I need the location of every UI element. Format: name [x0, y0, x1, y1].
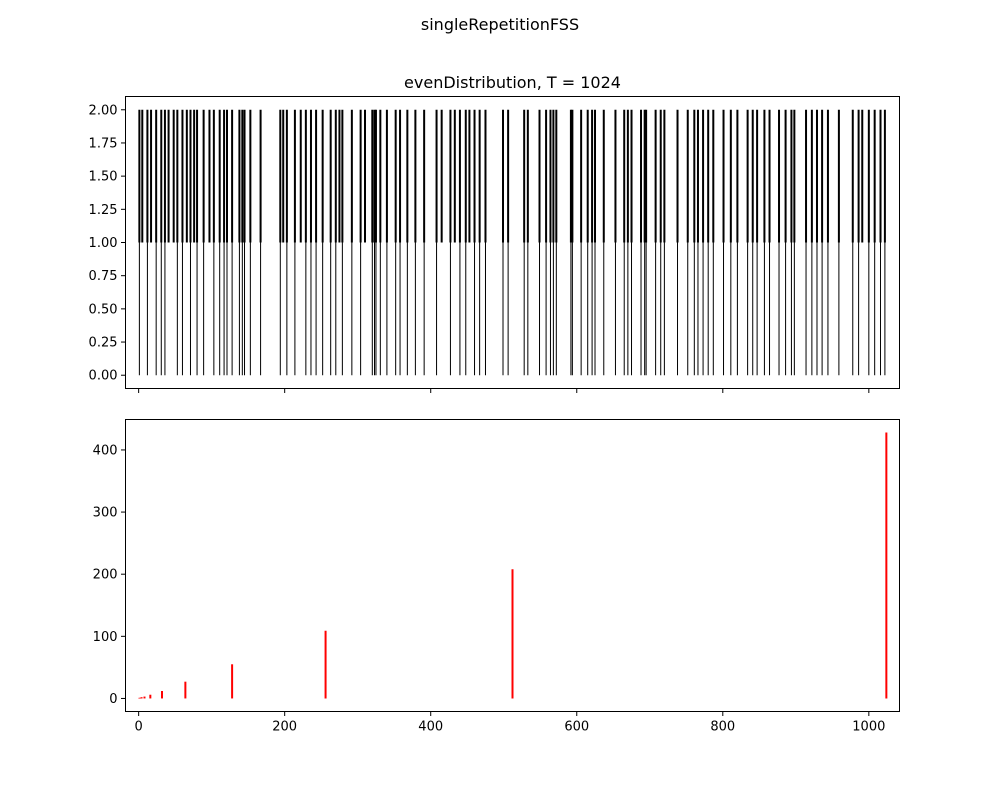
y-tick-label: 1.00: [89, 236, 118, 251]
x-tick-label: 400: [418, 720, 443, 735]
x-tick-label: 1000: [852, 720, 885, 735]
bottom-bars: [138, 432, 888, 699]
bottom-y-axis: 0 100 200 300 400: [93, 443, 126, 707]
y-tick-label: 1.50: [89, 170, 118, 185]
top-chart-title: evenDistribution, T = 1024: [404, 73, 621, 92]
bottom-plot-frame: [125, 419, 900, 712]
x-tick-label: 0: [135, 720, 143, 735]
top-event-lines: [138, 109, 886, 376]
y-tick-label: 1.75: [89, 136, 118, 151]
top-x-axis: [138, 388, 870, 393]
figure-suptitle: singleRepetitionFSS: [421, 15, 579, 34]
y-tick-label: 200: [93, 568, 118, 583]
y-tick-label: 0.75: [89, 269, 118, 284]
bottom-x-axis: 0 200 400 600 800 1000: [135, 711, 885, 735]
bottom-chart-panel: 0 100 200 300 400 0 200 400 600 800 1000: [93, 419, 900, 735]
y-tick-label: 1.25: [89, 203, 118, 218]
y-tick-label: 0: [109, 692, 117, 707]
y-tick-label: 0.25: [89, 336, 118, 351]
y-tick-label: 400: [93, 443, 118, 458]
y-tick-label: 2.00: [89, 103, 118, 118]
x-tick-label: 200: [272, 720, 297, 735]
y-tick-label: 100: [93, 630, 118, 645]
y-tick-label: 300: [93, 506, 118, 521]
y-tick-label: 0.50: [89, 302, 118, 317]
top-y-axis: 0.00 0.25 0.50 0.75 1.00 1.25 1.50 1.75 2.00: [89, 103, 126, 384]
x-tick-label: 600: [564, 720, 589, 735]
x-tick-label: 800: [710, 720, 735, 735]
y-tick-label: 0.00: [89, 369, 118, 384]
top-plot-frame: [125, 96, 900, 389]
top-chart-panel: evenDistribution, T = 1024 0.000.250.500…: [89, 73, 900, 393]
